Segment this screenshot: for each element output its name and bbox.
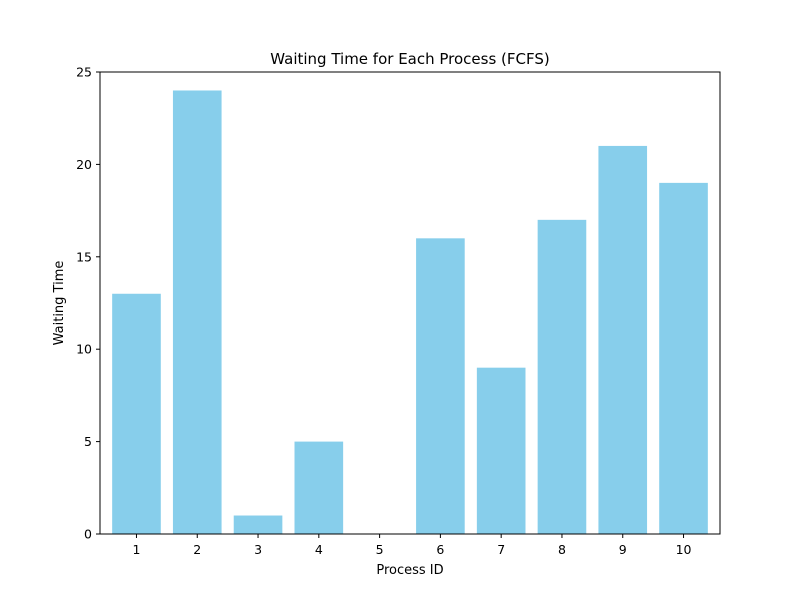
bars-group: [112, 90, 708, 535]
x-tick-label: 10: [676, 542, 692, 557]
chart-title: Waiting Time for Each Process (FCFS): [270, 50, 550, 68]
x-tick-label: 3: [254, 542, 262, 557]
bar-process-1: [112, 293, 161, 534]
bar-process-4: [294, 441, 344, 534]
y-tick-label: 10: [76, 342, 92, 357]
x-axis-ticks: 1 2 3 4 5 6 7 8 9 10: [132, 534, 692, 557]
x-tick-label: 7: [497, 542, 505, 557]
bar-process-10: [659, 182, 708, 534]
x-tick-label: 8: [558, 542, 566, 557]
bar-process-8: [537, 219, 587, 534]
bar-process-2: [172, 90, 222, 534]
y-axis-label: Waiting Time: [52, 261, 67, 346]
bar-process-3: [233, 515, 283, 534]
x-tick-label: 9: [619, 542, 627, 557]
plot-frame: [99, 71, 721, 535]
x-tick-label: 2: [193, 542, 201, 557]
y-tick-label: 15: [76, 249, 92, 264]
x-tick-label: 1: [132, 542, 140, 557]
y-tick-label: 5: [84, 434, 92, 449]
y-tick-label: 25: [76, 65, 92, 80]
x-tick-label: 4: [315, 542, 323, 557]
y-tick-label: 20: [76, 157, 92, 172]
y-axis-ticks: 0 5 10 15 20 25: [76, 65, 100, 542]
x-axis-label: Process ID: [376, 563, 443, 578]
bar-process-7: [476, 367, 526, 534]
bar-process-6: [416, 238, 465, 534]
y-tick-label: 0: [84, 527, 92, 542]
bar-process-9: [598, 145, 648, 535]
x-tick-label: 5: [376, 542, 384, 557]
x-tick-label: 6: [436, 542, 444, 557]
